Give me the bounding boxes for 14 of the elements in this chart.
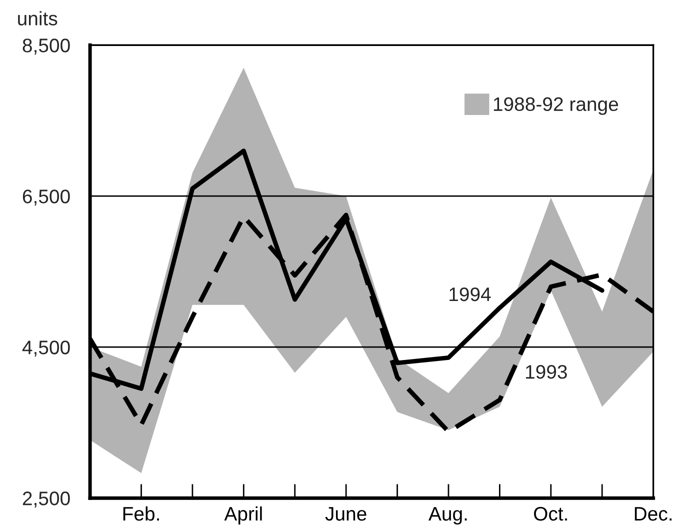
y-tick-label: 4,500 <box>22 340 70 357</box>
legend-label: 1988-92 range <box>494 97 618 115</box>
x-tick-label: Oct. <box>534 506 567 521</box>
x-tick-label: Dec. <box>634 507 672 521</box>
y-tick-label: 2,500 <box>22 492 70 508</box>
y-tick-label: 8,500 <box>22 38 70 55</box>
y-axis-title: units <box>18 11 58 26</box>
series-label: 1993 <box>526 364 567 379</box>
x-tick-label: June <box>325 507 366 521</box>
series-label: 1994 <box>450 287 491 302</box>
x-tick-label: Feb. <box>123 506 159 521</box>
x-tick-label: Aug. <box>428 507 467 525</box>
y-tick-label: 6,500 <box>22 190 70 206</box>
x-tick-label: April <box>224 506 262 525</box>
